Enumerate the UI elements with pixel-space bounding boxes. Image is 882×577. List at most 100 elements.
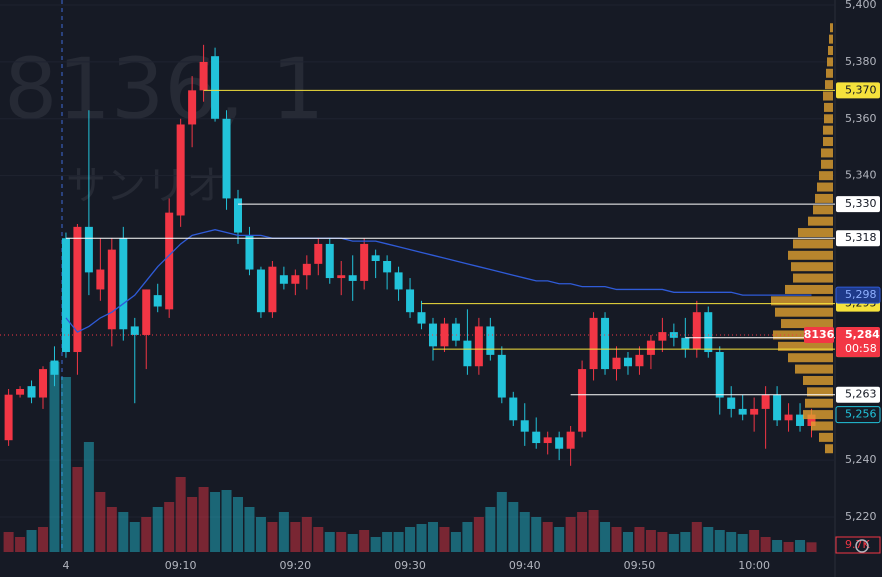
current-price-label: 5,284 xyxy=(845,328,880,341)
volume-bar xyxy=(278,512,289,552)
watermark-symbol: 8136, 1 xyxy=(4,40,325,138)
volume-bar xyxy=(336,532,347,552)
volume-bar xyxy=(313,527,324,552)
volume-profile-bar xyxy=(808,216,833,226)
volume-bar xyxy=(210,492,221,552)
volume-bar xyxy=(244,507,255,552)
volume-bar xyxy=(198,487,209,552)
x-tick-label: 09:40 xyxy=(509,559,541,572)
volume-profile-bar xyxy=(803,375,833,385)
candle-body xyxy=(417,312,426,324)
volume-bar xyxy=(164,502,175,552)
candle-body xyxy=(715,352,724,398)
volume-bar xyxy=(175,477,186,552)
volume-bar xyxy=(347,534,358,552)
volume-bar xyxy=(749,530,760,552)
volume-last-label: 9.7K xyxy=(845,538,870,551)
volume-bar xyxy=(565,517,576,552)
price-label: 5,318 xyxy=(845,231,877,244)
volume-profile-bar xyxy=(807,387,833,397)
volume-profile-bar xyxy=(793,273,833,283)
volume-bar xyxy=(141,517,152,552)
candle-body xyxy=(211,56,220,119)
volume-profile-bar xyxy=(823,125,833,135)
y-tick-label: 5,220 xyxy=(845,510,877,523)
volume-bar xyxy=(531,517,542,552)
price-label-box xyxy=(836,230,880,247)
volume-bar xyxy=(600,522,611,552)
volume-profile-bar xyxy=(829,34,833,44)
volume-bar xyxy=(645,530,656,552)
volume-bar xyxy=(508,502,519,552)
candle-body xyxy=(692,312,701,350)
volume-profile-bar xyxy=(805,398,833,408)
volume-bar xyxy=(577,512,588,552)
volume-bar xyxy=(95,492,106,552)
volume-bar xyxy=(118,512,129,552)
volume-profile-bar xyxy=(791,262,833,272)
volume-profile-bar xyxy=(773,330,833,340)
volume-profile-bar xyxy=(825,80,833,90)
candle-body xyxy=(142,289,151,335)
volume-bar xyxy=(49,362,60,552)
y-tick-label: 5,380 xyxy=(845,55,877,68)
settings-icon[interactable] xyxy=(855,539,869,553)
candle-body xyxy=(509,397,518,421)
candle-body xyxy=(268,266,277,313)
volume-bar xyxy=(416,524,427,552)
volume-profile-bar xyxy=(819,432,833,442)
volume-bar xyxy=(26,530,37,552)
y-tick-label: 5,240 xyxy=(845,453,877,466)
volume-profile-bar xyxy=(788,353,833,363)
volume-bar xyxy=(60,377,71,552)
y-tick-label: 5,360 xyxy=(845,112,877,125)
candle-body xyxy=(669,332,678,338)
volume-bar xyxy=(290,522,301,552)
volume-profile-bar xyxy=(778,341,833,351)
volume-bar xyxy=(519,512,530,552)
candle-body xyxy=(543,437,552,444)
volume-bar xyxy=(726,532,737,552)
candle-body xyxy=(73,226,82,353)
watermark-name: サンリオ xyxy=(66,163,226,209)
price-label: 5,256 xyxy=(845,408,877,421)
candle-body xyxy=(612,357,621,370)
volume-bar xyxy=(542,522,553,552)
volume-profile-bar xyxy=(813,205,833,215)
candle-body xyxy=(520,420,529,432)
candle-body xyxy=(658,332,667,341)
volume-profile-bar xyxy=(793,239,833,249)
volume-bar xyxy=(737,534,748,552)
candle-body xyxy=(165,212,174,310)
volume-bar xyxy=(783,542,794,552)
candle-body xyxy=(4,394,13,441)
candle-body xyxy=(474,326,483,367)
price-label: 5,330 xyxy=(845,197,877,210)
volume-bar xyxy=(221,490,232,552)
candle-body xyxy=(451,323,460,341)
candle-body xyxy=(383,261,392,273)
volume-profile-bar xyxy=(771,296,833,306)
volume-label-box xyxy=(835,536,881,554)
volume-profile-bar xyxy=(815,193,833,203)
candle-body xyxy=(279,275,288,284)
volume-profile-bar xyxy=(823,137,833,147)
volume-profile-bar xyxy=(817,182,833,192)
candle-body xyxy=(96,269,105,290)
candle-body xyxy=(704,312,713,353)
volume-bar xyxy=(760,537,771,552)
volume-bar xyxy=(806,542,817,552)
volume-bar xyxy=(439,527,450,552)
candle-body xyxy=(234,198,242,233)
candle-body xyxy=(761,394,770,409)
price-label-box xyxy=(835,286,881,304)
volume-bar xyxy=(359,530,370,552)
price-label-box xyxy=(836,196,880,213)
volume-bar xyxy=(691,522,702,552)
candle-body xyxy=(199,61,208,91)
volume-profile-bar xyxy=(803,410,833,420)
volume-profile-bar xyxy=(788,250,833,260)
volume-bar xyxy=(129,522,140,552)
